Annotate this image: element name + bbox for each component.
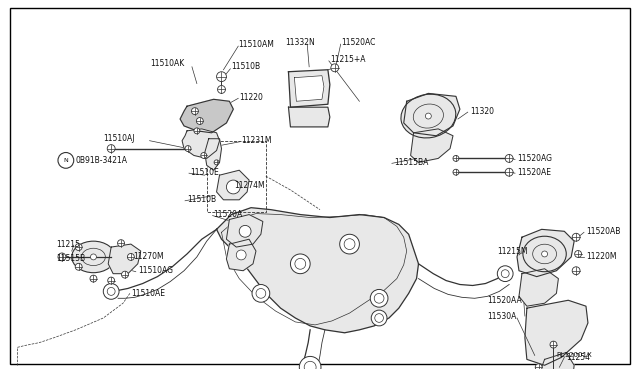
Circle shape (535, 364, 542, 371)
Polygon shape (517, 230, 574, 277)
Text: 11220M: 11220M (586, 253, 616, 262)
Text: 11231M: 11231M (241, 136, 272, 145)
Text: 11520AG: 11520AG (517, 154, 552, 163)
Polygon shape (294, 76, 324, 101)
Polygon shape (525, 300, 588, 365)
Circle shape (370, 289, 388, 307)
Text: 11510E: 11510E (190, 168, 219, 177)
Circle shape (58, 253, 66, 261)
Text: 11510AM: 11510AM (238, 40, 274, 49)
Text: 11270M: 11270M (133, 253, 163, 262)
Text: 11510AJ: 11510AJ (103, 134, 135, 143)
Circle shape (252, 285, 270, 302)
Circle shape (108, 277, 115, 284)
Polygon shape (108, 244, 141, 274)
Text: 11520AC: 11520AC (342, 38, 376, 46)
Ellipse shape (523, 236, 566, 272)
Circle shape (239, 225, 251, 237)
Circle shape (453, 169, 459, 175)
Polygon shape (182, 129, 220, 158)
Text: 11510AG: 11510AG (138, 266, 173, 275)
Circle shape (453, 155, 459, 161)
Text: 11320: 11320 (470, 107, 493, 116)
Circle shape (196, 118, 204, 124)
Circle shape (236, 250, 246, 260)
Circle shape (505, 168, 513, 176)
Circle shape (572, 267, 580, 275)
Text: 11215+A: 11215+A (330, 55, 365, 64)
Text: 11332N: 11332N (285, 38, 316, 46)
Circle shape (218, 86, 225, 93)
Text: 11215M: 11215M (497, 247, 528, 256)
Circle shape (371, 310, 387, 326)
Text: 11515B: 11515B (56, 254, 85, 263)
Text: 11520AA: 11520AA (488, 296, 522, 305)
Text: RL12001X: RL12001X (556, 352, 592, 359)
Polygon shape (289, 107, 330, 127)
Circle shape (291, 254, 310, 274)
Text: 11520AB: 11520AB (586, 227, 620, 236)
Circle shape (201, 153, 207, 158)
Circle shape (90, 275, 97, 282)
Text: 11215: 11215 (56, 240, 80, 248)
Circle shape (185, 145, 191, 151)
Circle shape (550, 341, 557, 348)
Circle shape (340, 234, 360, 254)
Polygon shape (205, 139, 221, 170)
Text: 11510AK: 11510AK (150, 60, 185, 68)
Circle shape (194, 128, 200, 134)
Circle shape (216, 72, 227, 81)
Polygon shape (539, 353, 574, 372)
Text: 11510B: 11510B (231, 62, 260, 71)
Text: 11510B: 11510B (187, 195, 216, 204)
Polygon shape (227, 239, 256, 271)
Circle shape (108, 145, 115, 153)
Text: 11510AE: 11510AE (131, 289, 165, 298)
Circle shape (575, 250, 582, 257)
Text: 11520AE: 11520AE (517, 168, 551, 177)
Text: 0B91B-3421A: 0B91B-3421A (76, 156, 128, 165)
Text: 11220: 11220 (239, 93, 263, 102)
Polygon shape (216, 208, 419, 333)
Circle shape (127, 253, 134, 260)
Text: 11274M: 11274M (234, 180, 265, 189)
Text: 11520A: 11520A (214, 210, 243, 219)
Polygon shape (519, 269, 558, 306)
Circle shape (90, 254, 97, 260)
Circle shape (300, 356, 321, 372)
Circle shape (331, 64, 339, 72)
Polygon shape (404, 93, 460, 136)
Circle shape (122, 271, 129, 278)
Text: 11254: 11254 (566, 353, 590, 362)
Text: 11515BA: 11515BA (394, 158, 428, 167)
Ellipse shape (401, 94, 456, 138)
Circle shape (191, 108, 198, 115)
Bar (207, 141, 266, 212)
Polygon shape (227, 215, 263, 247)
Circle shape (505, 154, 513, 162)
Circle shape (76, 244, 82, 250)
Polygon shape (216, 170, 249, 200)
Polygon shape (289, 70, 330, 107)
Polygon shape (411, 129, 453, 162)
Circle shape (227, 180, 240, 194)
Circle shape (572, 233, 580, 241)
Circle shape (541, 251, 548, 257)
Circle shape (497, 266, 513, 282)
Text: N: N (63, 158, 68, 163)
Circle shape (426, 113, 431, 119)
Circle shape (118, 240, 124, 247)
Circle shape (214, 160, 219, 165)
Polygon shape (180, 99, 234, 133)
Text: 11530A: 11530A (488, 311, 517, 321)
Ellipse shape (72, 241, 115, 273)
Circle shape (76, 263, 82, 270)
Circle shape (103, 283, 119, 299)
